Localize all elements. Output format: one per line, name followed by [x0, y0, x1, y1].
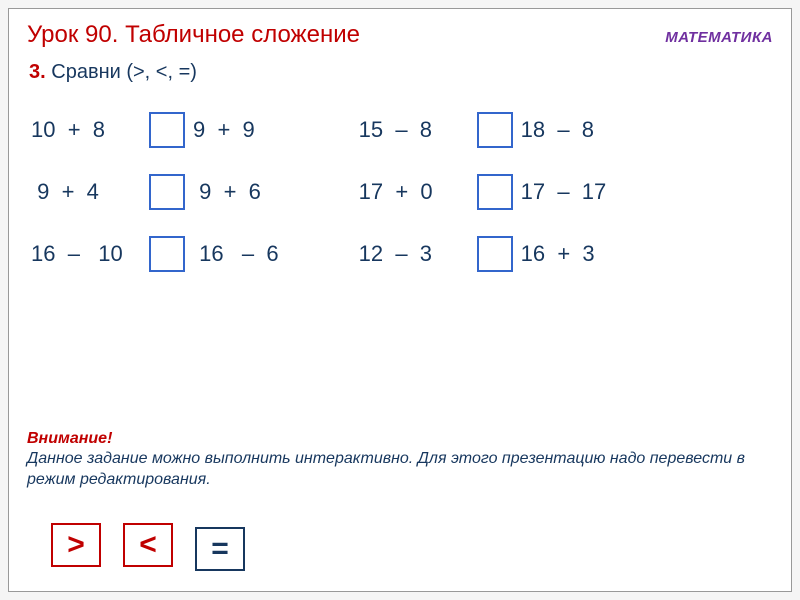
task-instruction: 3. Сравни (>, <, =) [29, 61, 773, 84]
problem-row: 16 – 10 16 – 6 [31, 236, 279, 272]
expression-left: 15 – 8 [359, 117, 469, 143]
problem-row: 10 + 8 9 + 9 [31, 112, 279, 148]
comparison-input[interactable] [149, 236, 185, 272]
comparison-input[interactable] [477, 236, 513, 272]
expression-right: 9 + 9 [193, 117, 255, 143]
problem-row: 15 – 8 18 – 8 [359, 112, 607, 148]
expression-right: 17 – 17 [521, 179, 607, 205]
expression-left: 9 + 4 [31, 179, 141, 205]
expression-left: 16 – 10 [31, 241, 141, 267]
equals-symbol[interactable]: = [195, 527, 245, 571]
lesson-title: Урок 90. Табличное сложение [27, 21, 360, 49]
expression-left: 12 – 3 [359, 241, 469, 267]
task-text: Сравни (>, <, =) [51, 61, 197, 83]
comparison-input[interactable] [477, 112, 513, 148]
note-text: Данное задание можно выполнить интеракти… [27, 448, 767, 491]
expression-left: 10 + 8 [31, 117, 141, 143]
comparison-input[interactable] [149, 174, 185, 210]
symbol-palette: > < = [51, 519, 245, 571]
less-than-symbol[interactable]: < [123, 523, 173, 567]
task-number: 3. [29, 61, 46, 83]
problems-right-column: 15 – 8 18 – 8 17 + 0 17 – 17 12 – 3 16 +… [359, 112, 607, 272]
expression-right: 16 + 3 [521, 241, 595, 267]
comparison-input[interactable] [477, 174, 513, 210]
problems-area: 10 + 8 9 + 9 9 + 4 9 + 6 16 – 10 16 – 6 … [31, 112, 773, 272]
attention-note: Внимание! Данное задание можно выполнить… [27, 430, 767, 491]
expression-right: 18 – 8 [521, 117, 594, 143]
greater-than-symbol[interactable]: > [51, 523, 101, 567]
expression-left: 17 + 0 [359, 179, 469, 205]
expression-right: 9 + 6 [193, 179, 261, 205]
slide: Урок 90. Табличное сложение МАТЕМАТИКА 3… [8, 8, 792, 592]
problem-row: 17 + 0 17 – 17 [359, 174, 607, 210]
expression-right: 16 – 6 [193, 241, 279, 267]
problems-left-column: 10 + 8 9 + 9 9 + 4 9 + 6 16 – 10 16 – 6 [31, 112, 279, 272]
comparison-input[interactable] [149, 112, 185, 148]
problem-row: 12 – 3 16 + 3 [359, 236, 607, 272]
note-title: Внимание! [27, 430, 767, 448]
subject-label: МАТЕМАТИКА [665, 29, 773, 46]
problem-row: 9 + 4 9 + 6 [31, 174, 279, 210]
header: Урок 90. Табличное сложение МАТЕМАТИКА [27, 21, 773, 49]
